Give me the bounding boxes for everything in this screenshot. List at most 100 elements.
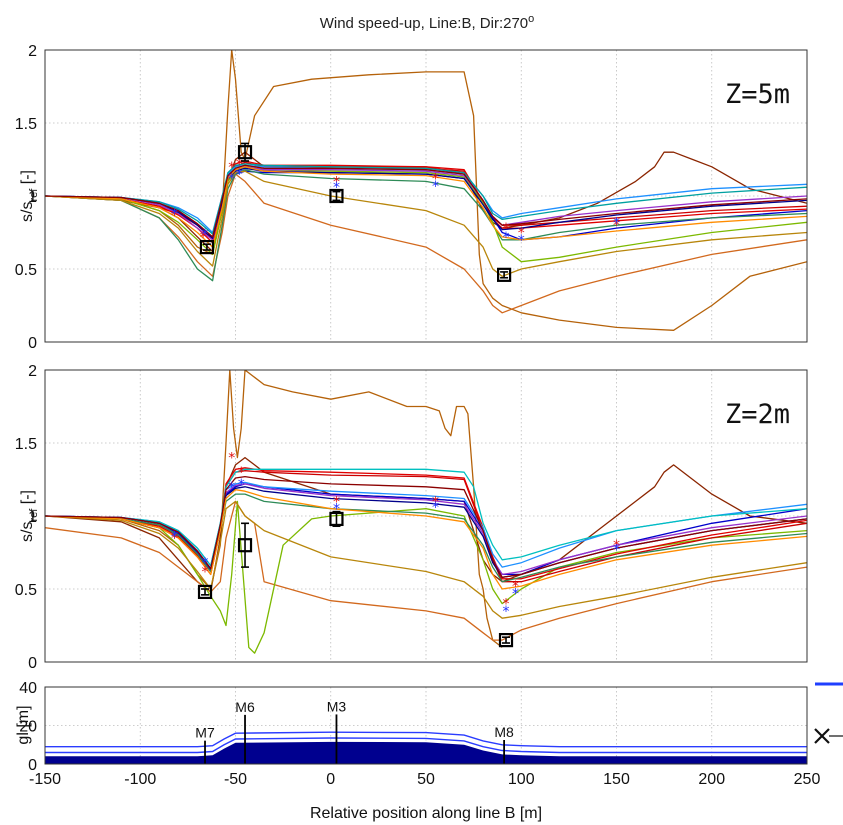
- model-point-blue: *: [171, 529, 178, 545]
- series-line: [45, 166, 807, 263]
- series-line: [45, 483, 807, 576]
- model-point-blue: *: [333, 180, 340, 196]
- model-point-blue: *: [613, 543, 620, 559]
- y-tick-label: 20: [19, 719, 37, 736]
- measurement-marker: [497, 267, 512, 282]
- y-tick-label: 0: [28, 655, 37, 672]
- plot-frame: [44, 369, 808, 663]
- x-tick-label: 200: [698, 771, 725, 788]
- y-tick-label: 1.5: [15, 436, 37, 453]
- measurement-marker: [199, 240, 215, 255]
- model-point-red: *: [432, 171, 439, 187]
- series-line: [45, 475, 807, 578]
- series-line: [45, 166, 807, 248]
- model-point-red: *: [171, 208, 178, 224]
- model-point-red: *: [228, 451, 235, 467]
- model-point-blue: *: [236, 167, 243, 183]
- y-axis-label: s/sref [-]: [19, 490, 40, 542]
- mast-markers: M7 M6 M3 M8: [195, 698, 514, 764]
- x-tick-labels: -150 -100 -50 0 50 100 150 200 250: [29, 771, 820, 788]
- model-point-blue: *: [432, 500, 439, 516]
- measurement-marker: [498, 632, 514, 648]
- y-tick-label: 1: [28, 189, 37, 206]
- panel-label: Z=5m: [725, 79, 790, 110]
- y-tick-label: 1: [28, 509, 37, 526]
- grid-lines: [45, 50, 807, 342]
- mast-label: M6: [235, 699, 255, 715]
- x-tick-label: -100: [124, 771, 156, 788]
- y-tick-label: 0.5: [15, 262, 37, 279]
- y-tick-label: 40: [19, 680, 37, 697]
- mast-label: M3: [327, 698, 347, 714]
- measurement-marker: [329, 511, 344, 527]
- model-point-blue: *: [432, 179, 439, 195]
- plot-frame: [44, 49, 808, 343]
- terrain-profile: [45, 730, 807, 764]
- model-point-red: *: [613, 538, 620, 554]
- mast-label: M8: [494, 724, 514, 740]
- model-point-blue: *: [228, 480, 235, 496]
- model-point-red: *: [238, 465, 245, 481]
- y-tick-labels: 0 0.5 1 1.5 2: [15, 43, 37, 352]
- x-tick-label: 100: [508, 771, 535, 788]
- x-tick-label: -150: [29, 771, 61, 788]
- chart-panel-z2m: ***** ******* ** **** 00.511.52 s/sref [-] …: [15, 363, 808, 672]
- model-point-blue: *: [171, 207, 178, 223]
- model-point-blue: *: [613, 215, 620, 231]
- model-point-red: *: [202, 564, 209, 580]
- y-tick-labels: 0 0.5 1 1.5 2: [15, 363, 37, 672]
- series-line: [45, 166, 807, 241]
- series-lines: [45, 370, 807, 654]
- series-line: [45, 500, 807, 641]
- y-tick-label: 0.5: [15, 582, 37, 599]
- model-point-red: *: [503, 597, 510, 613]
- series-line: [45, 163, 807, 235]
- y-tick-labels: 0 20 40: [19, 680, 37, 774]
- terrain-panel: M7 M6 M3 M8 0 20 40 -150 -100 -50 0 50 100 150 200 25…: [15, 680, 820, 822]
- x-tick-label: 50: [417, 771, 435, 788]
- terrain-contour-blue: [45, 737, 807, 754]
- series-line: [45, 468, 807, 567]
- y-tick-label: 2: [28, 43, 37, 60]
- markers: ******************: [171, 451, 620, 648]
- model-point-blue: *: [512, 586, 519, 602]
- model-point-red: *: [503, 221, 510, 237]
- series-lines: [45, 50, 807, 331]
- y-tick-label: 2: [28, 363, 37, 380]
- model-point-red: *: [333, 494, 340, 510]
- measurement-marker: [237, 145, 253, 160]
- model-point-blue: *: [202, 227, 209, 243]
- model-point-red: *: [200, 230, 207, 246]
- x-axis-label: Relative position along line B [m]: [310, 805, 542, 822]
- series-line: [45, 170, 807, 277]
- series-line: [45, 467, 807, 580]
- figure-title-text: Wind speed-up, Line:B, Dir:270: [320, 15, 528, 32]
- series-line: [45, 169, 807, 282]
- measurement-marker: [329, 188, 344, 204]
- model-point-blue: *: [503, 230, 510, 246]
- model-point-red: *: [171, 531, 178, 547]
- model-point-red: *: [613, 218, 620, 234]
- series-line: [45, 493, 807, 583]
- series-line: [45, 167, 807, 239]
- model-point-blue: *: [518, 233, 525, 249]
- figure-title: Wind speed-up, Line:B, Dir:270o: [320, 13, 535, 32]
- markers: ******************: [171, 142, 620, 282]
- series-line: [45, 500, 807, 654]
- series-line: [45, 483, 807, 576]
- x-tick-label: 250: [794, 771, 821, 788]
- measurement-marker: [197, 584, 213, 600]
- y-tick-label: 0: [28, 757, 37, 774]
- measurement-marker: [237, 538, 253, 553]
- y-tick-label: 1.5: [15, 116, 37, 133]
- model-point-red: *: [432, 494, 439, 510]
- model-point-blue: *: [333, 502, 340, 518]
- model-point-red: *: [518, 226, 525, 242]
- x-tick-label: 150: [603, 771, 630, 788]
- y-axis-label: gl [m]: [15, 705, 32, 744]
- model-point-blue: *: [228, 171, 235, 187]
- cross-icon: [814, 728, 830, 744]
- model-point-red: *: [228, 160, 235, 176]
- series-line: [45, 173, 807, 314]
